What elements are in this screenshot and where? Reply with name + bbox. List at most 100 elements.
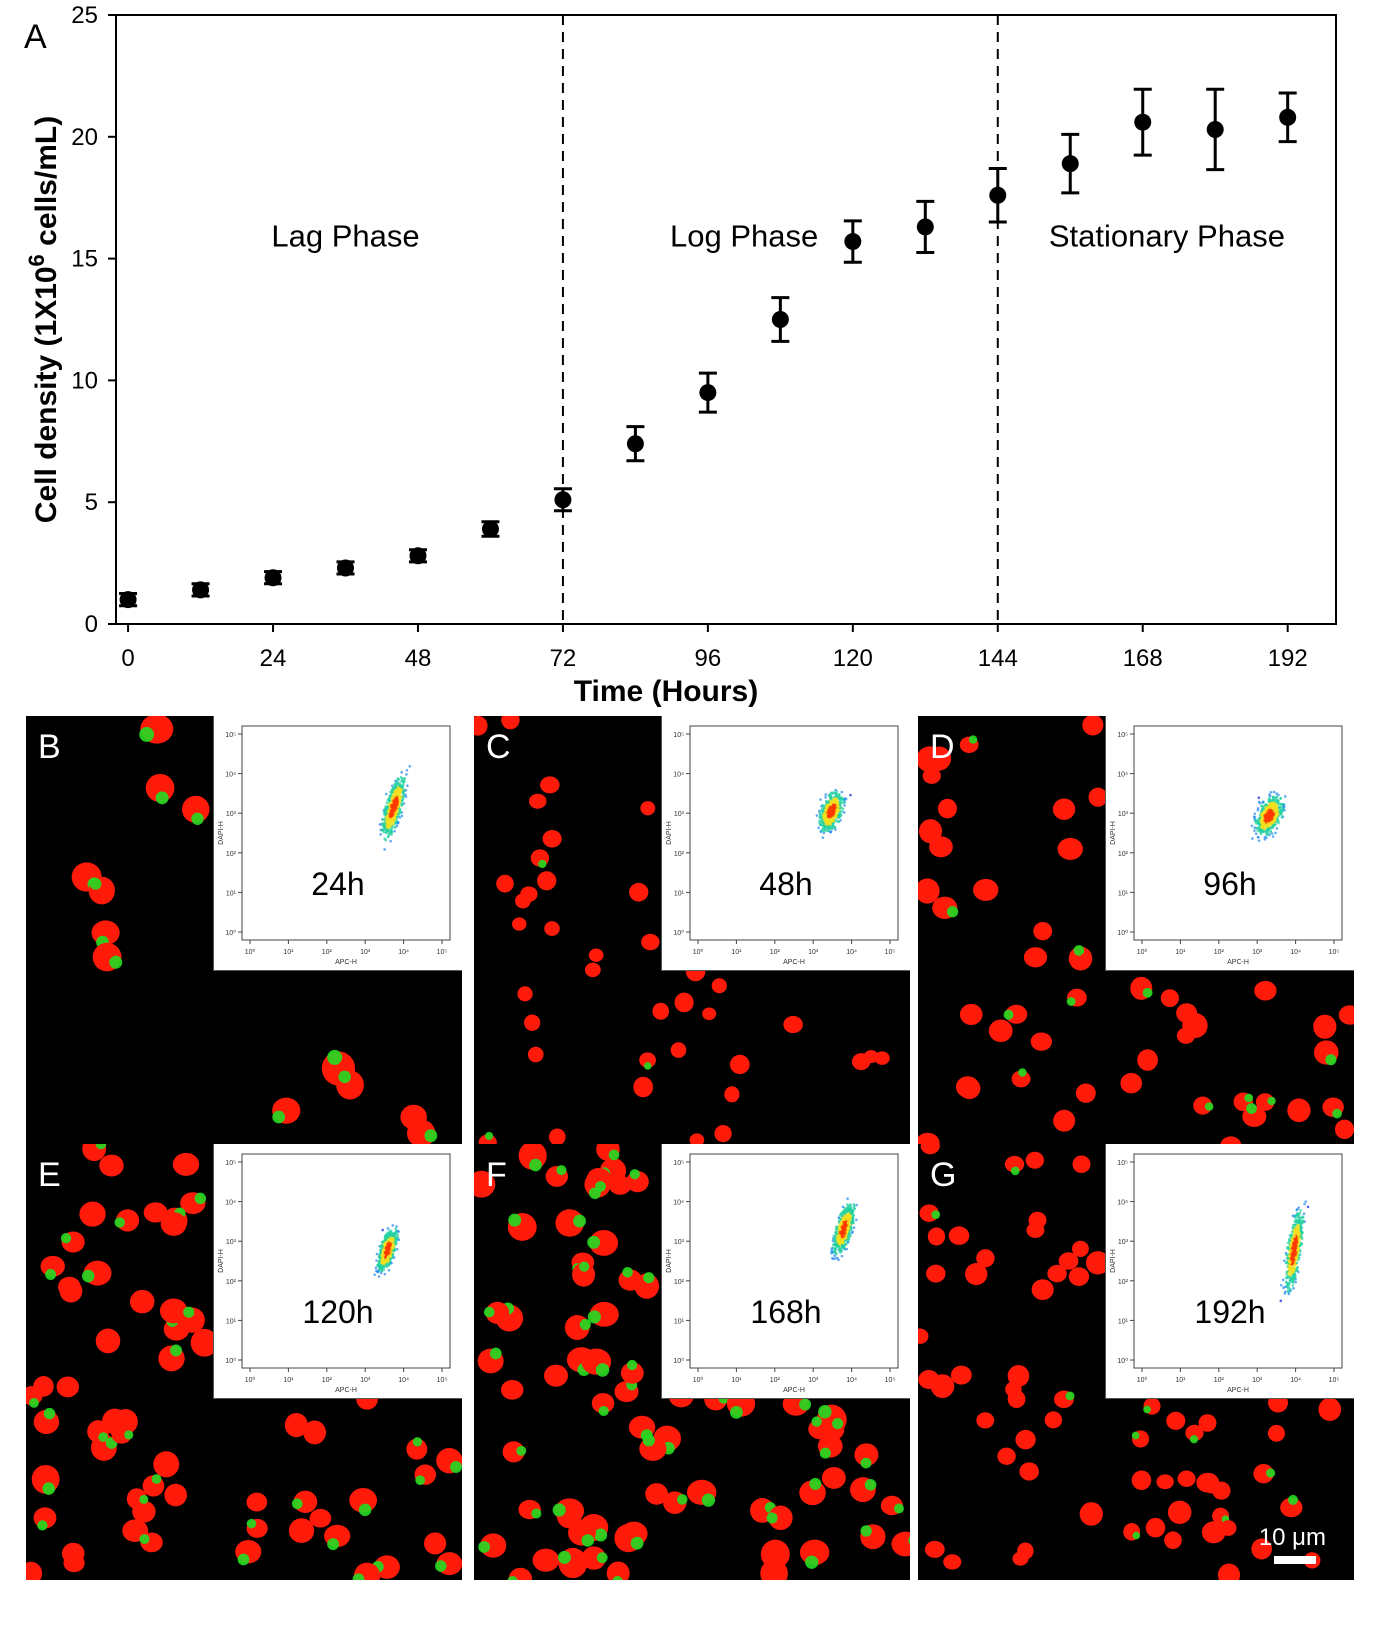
cell: [483, 1301, 510, 1324]
cell: [618, 1266, 642, 1291]
flow-event: [1266, 812, 1270, 816]
flow-event: [400, 770, 404, 774]
cell-body: [79, 1201, 106, 1227]
cell-body: [474, 1170, 496, 1198]
flow-event: [841, 1231, 844, 1235]
cell: [581, 1348, 612, 1377]
cell-body: [284, 1412, 308, 1438]
flow-event: [832, 816, 835, 819]
cell: [88, 876, 115, 905]
cell: [854, 1443, 879, 1469]
cell-body: [918, 878, 940, 904]
flow-event: [394, 794, 397, 798]
chloroplast-signal: [587, 1310, 601, 1324]
cell: [1047, 1264, 1067, 1283]
cell: [1185, 1424, 1204, 1444]
panel-label: E: [38, 1156, 61, 1194]
flow-event: [383, 848, 386, 851]
flow-event: [1263, 836, 1267, 839]
flow-event: [386, 1238, 390, 1242]
flow-event: [849, 1210, 853, 1213]
flow-event: [1257, 826, 1261, 830]
flow-x-tick-label: 10³: [360, 1377, 371, 1384]
flow-event: [819, 820, 823, 823]
cell: [406, 1437, 428, 1460]
micrograph-panel-e: E 10⁰ 10⁰ 10¹ 10¹ 10² 10² 10³ 10³ 10⁴ 10⁴ 10⁵ 10⁵ AP…: [26, 1144, 462, 1580]
flow-plot: 10⁰10⁰10¹10¹10²10²10³10³10⁴10⁴10⁵10⁵APC-…: [1110, 725, 1343, 966]
flow-event: [1298, 1244, 1302, 1248]
cell-body: [1005, 1381, 1022, 1398]
timepoint-label: 24h: [311, 866, 365, 902]
cell-body: [1167, 1500, 1192, 1524]
flow-event: [390, 812, 394, 816]
chloroplast-signal: [194, 1192, 207, 1205]
flow-event: [838, 812, 842, 816]
chloroplast-signal: [109, 955, 123, 969]
flow-event: [1296, 1248, 1299, 1252]
flow-event: [819, 823, 822, 826]
flow-event: [1295, 1256, 1298, 1259]
flow-event: [1295, 1261, 1299, 1265]
chloroplast-signal: [701, 1493, 716, 1507]
cell: [349, 1487, 378, 1517]
flow-event: [834, 1257, 837, 1260]
flow-event: [826, 823, 830, 826]
flow-event: [390, 805, 393, 809]
chloroplast-signal: [155, 791, 169, 805]
cell: [63, 1553, 85, 1573]
cell-body: [581, 1546, 606, 1570]
flow-event: [408, 764, 412, 768]
flow-y-axis-label: DAPI-H: [218, 1249, 225, 1273]
cell: [1082, 716, 1104, 736]
chloroplast-signal: [478, 1541, 491, 1553]
cell: [520, 886, 538, 902]
data-point: [771, 311, 789, 328]
chloroplast-signal: [237, 1553, 250, 1566]
x-tick-label: 24: [260, 645, 287, 672]
flow-event: [394, 779, 397, 783]
cell: [918, 878, 940, 904]
flow-y-tick-label: 10⁴: [225, 772, 236, 779]
flow-event: [1292, 1254, 1296, 1258]
chloroplast-signal: [1244, 1093, 1254, 1103]
flow-event: [1300, 1242, 1304, 1246]
flow-event: [1261, 800, 1265, 804]
flow-event: [394, 821, 398, 825]
flow-event: [840, 1243, 844, 1247]
cell: [542, 830, 562, 848]
flow-x-tick-label: 10³: [1252, 1377, 1263, 1384]
cell-body: [129, 1289, 155, 1314]
chloroplast-signal: [538, 859, 547, 869]
cell-body: [891, 1531, 910, 1557]
flow-event: [847, 1238, 851, 1242]
cell: [95, 1328, 121, 1354]
cell: [783, 1015, 803, 1034]
flow-event: [846, 1240, 850, 1244]
flow-event: [1291, 1284, 1295, 1287]
cell-body: [927, 746, 952, 771]
cell-body: [973, 878, 999, 901]
cell: [959, 1003, 983, 1025]
flow-event: [385, 801, 389, 804]
flow-event: [847, 1217, 851, 1221]
flow-event: [817, 826, 820, 830]
cell-body: [512, 917, 527, 931]
cell-body: [1287, 1098, 1311, 1123]
flow-event: [1288, 1281, 1291, 1285]
cell-body: [1251, 1538, 1272, 1560]
flow-event: [400, 804, 404, 807]
flow-event: [383, 1272, 387, 1276]
x-tick-label: 168: [1123, 645, 1163, 672]
flow-event: [835, 797, 838, 800]
cell: [724, 1086, 740, 1103]
cell: [82, 1144, 107, 1162]
chloroplast-signal: [485, 1131, 494, 1141]
cell: [1068, 1267, 1090, 1287]
chloroplast-signal: [1131, 1431, 1140, 1440]
cell-body: [591, 1392, 615, 1414]
flow-y-tick-label: 10⁴: [1117, 1200, 1128, 1207]
cell: [640, 801, 656, 816]
flow-event: [1264, 808, 1268, 811]
flow-event: [406, 784, 409, 788]
cell-body: [303, 1420, 327, 1445]
